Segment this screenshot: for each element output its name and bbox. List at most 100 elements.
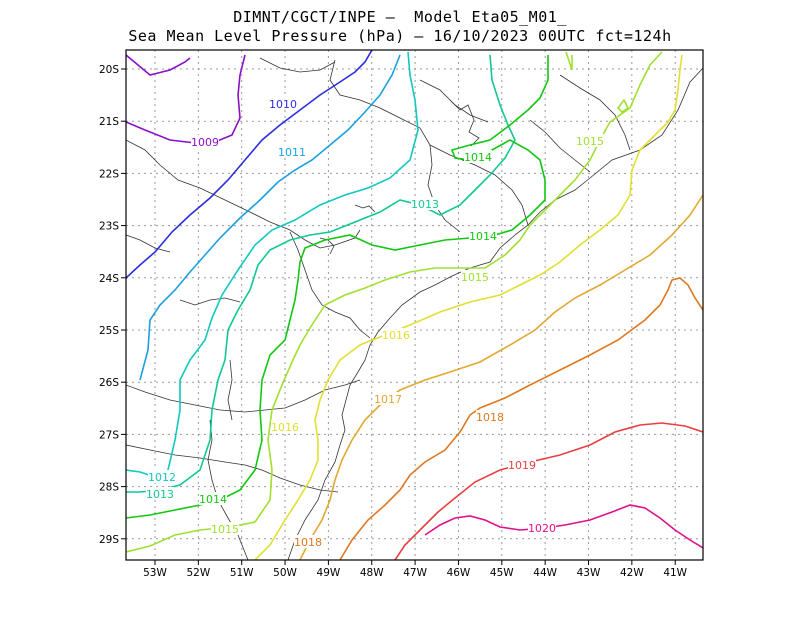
coastline	[287, 67, 703, 560]
state-border	[259, 57, 336, 73]
isobar-1016	[254, 54, 683, 560]
isobar-1010	[126, 50, 373, 279]
lon-tick-label: 47W	[403, 567, 427, 579]
lat-tick-label: 24S	[99, 273, 119, 285]
isobar-label-1016: 1016	[271, 421, 299, 434]
isobars	[126, 50, 703, 560]
isobar-label-bg	[199, 492, 227, 505]
isobar-label-bg	[476, 410, 504, 423]
isobar-1014	[126, 55, 549, 519]
lon-tick-label: 52W	[186, 567, 210, 579]
reservoir	[449, 99, 480, 147]
lon-tick-label: 53W	[143, 567, 167, 579]
lon-tick-label: 42W	[620, 567, 644, 579]
lon-tick-label: 50W	[273, 567, 297, 579]
lon-tick-label: 45W	[490, 567, 514, 579]
isobar-label-1014: 1014	[469, 230, 497, 243]
latitude-labels: 20S 21S 22S 23S 24S 25S 26S 27S 28S 29S	[99, 64, 119, 546]
state-border	[227, 359, 233, 421]
isobar-label-1018: 1018	[294, 536, 322, 549]
isobar-label-1016: 1016	[382, 329, 410, 342]
state-border	[529, 119, 591, 173]
state-border	[126, 379, 361, 413]
lat-tick-label: 28S	[99, 482, 119, 494]
grid-lines	[126, 50, 703, 560]
isobar-label-bg	[191, 135, 219, 148]
isobar-1012	[126, 51, 419, 479]
longitude-labels: 53W 52W 51W 50W 49W 48W 47W 46W 45W 44W 43W 42W 41W	[143, 567, 688, 579]
lon-tick-label: 44W	[533, 567, 557, 579]
lat-tick-label: 29S	[99, 534, 119, 546]
isobar-label-1014: 1014	[199, 493, 227, 506]
map-frame	[125, 49, 704, 561]
isobar-label-1019: 1019	[508, 459, 536, 472]
isobar-label-bg	[211, 522, 239, 535]
lat-tick-label: 23S	[99, 221, 119, 233]
reservoir	[319, 237, 335, 255]
lon-tick-label: 49W	[317, 567, 341, 579]
isobar-label-bg	[271, 420, 299, 433]
isobar-label-bg	[464, 150, 492, 163]
isobar-label-bg	[576, 134, 604, 147]
state-border	[126, 234, 171, 253]
lat-tick-label: 21S	[99, 116, 119, 128]
lon-tick-label: 41W	[663, 567, 687, 579]
isobar-label-1011: 1011	[278, 146, 306, 159]
isobar-label-1012: 1012	[148, 471, 176, 484]
map-subtitle: Sea Mean Level Pressure (hPa) – 16/10/20…	[128, 27, 672, 45]
isobar-1013	[126, 54, 516, 493]
state-border	[429, 144, 529, 226]
map-title: DIMNT/CGCT/INPE – Model Eta05_M01_	[233, 8, 567, 26]
state-border	[289, 231, 371, 339]
isobar-label-bg	[469, 229, 497, 242]
isobar-label-bg	[146, 487, 174, 500]
isobar-label-1015: 1015	[461, 271, 489, 284]
lon-tick-label: 48W	[360, 567, 384, 579]
isobar-label-1017: 1017	[374, 393, 402, 406]
isobar-label-1009: 1009	[191, 136, 219, 149]
isobar-label-bg	[148, 470, 176, 483]
lon-tick-label: 51W	[230, 567, 254, 579]
lat-tick-label: 27S	[99, 429, 119, 441]
state-border	[179, 297, 241, 306]
isobar-label-bg	[411, 197, 439, 210]
isobar-label-bg	[508, 458, 536, 471]
isobar-1015	[126, 51, 663, 553]
isobar-1018	[339, 277, 703, 560]
isobar-labels: 1009 1010 1011 1012 1013 1013 1014 1014 1014 1015…	[146, 97, 604, 549]
isobar-label-1013: 1013	[146, 488, 174, 501]
lat-tick-label: 25S	[99, 325, 119, 337]
state-border	[419, 79, 489, 123]
lat-tick-label: 22S	[99, 168, 119, 180]
state-border	[126, 139, 361, 249]
isobar-label-bg	[294, 535, 322, 548]
isobar-label-1018: 1018	[476, 411, 504, 424]
lon-tick-label: 46W	[447, 567, 471, 579]
isobar-label-1020: 1020	[528, 522, 556, 535]
isobar-1020	[424, 504, 703, 549]
isobar-1011	[139, 54, 401, 381]
isobar-label-bg	[269, 97, 297, 110]
isobar-1017	[299, 194, 703, 560]
axis-ticks	[121, 68, 676, 565]
isobar-1009	[126, 54, 246, 144]
lat-tick-label: 20S	[99, 64, 119, 76]
isobar-label-1010: 1010	[269, 98, 297, 111]
state-border	[559, 74, 631, 151]
state-border	[329, 59, 461, 233]
isobar-label-bg	[528, 521, 556, 534]
isobar-label-1013: 1013	[411, 198, 439, 211]
isobar-label-bg	[461, 270, 489, 283]
lat-tick-label: 26S	[99, 377, 119, 389]
isobar-label-bg	[278, 145, 306, 158]
isobar-label-1015: 1015	[576, 135, 604, 148]
lon-tick-label: 43W	[577, 567, 601, 579]
isobar-label-1014: 1014	[464, 151, 492, 164]
reservoir	[354, 204, 376, 213]
isobar-label-bg	[382, 328, 410, 341]
isobar-label-bg	[374, 392, 402, 405]
isobar-label-1015: 1015	[211, 523, 239, 536]
geography-lines	[126, 57, 703, 560]
